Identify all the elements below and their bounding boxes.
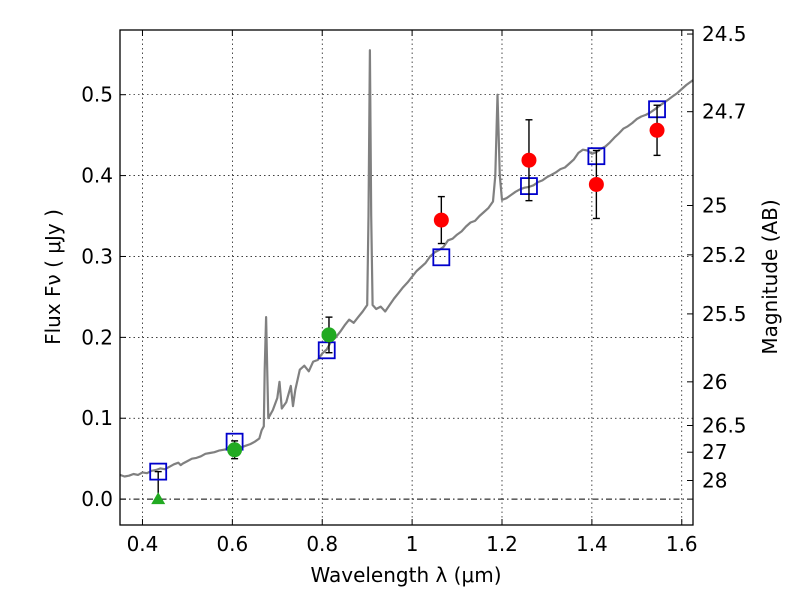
right-tick-label: 24.7: [702, 100, 747, 124]
right-axis-title: Magnitude (AB): [758, 199, 782, 354]
x-tick-label: 0.6: [216, 532, 248, 556]
x-tick-label: 1.6: [666, 532, 698, 556]
x-tick-label: 0.8: [306, 532, 338, 556]
spectrum-series: [119, 49, 694, 478]
right-tick-label: 28: [702, 469, 727, 493]
y-tick-label: 0.2: [81, 325, 113, 349]
y-axis-title: Flux Fν ( μJy ): [41, 209, 65, 345]
x-tick-label: 0.4: [127, 532, 159, 556]
y-tick-label: 0.0: [81, 487, 113, 511]
right-tick-label: 25: [702, 194, 727, 218]
model-photometry-square: [317, 341, 336, 360]
data-points: [149, 100, 666, 505]
spectrum-line: [119, 49, 694, 478]
x-tick-label: 1.2: [486, 532, 518, 556]
y-tick-label: 0.4: [81, 164, 113, 188]
plot-frame: [119, 29, 694, 526]
observed-point: [649, 122, 665, 138]
y-tick-label: 0.5: [81, 83, 113, 107]
observed-point: [321, 327, 337, 343]
x-tick-label: 1: [406, 532, 419, 556]
x-tick-label: 1.4: [576, 532, 608, 556]
right-tick-label: 25.5: [702, 302, 747, 326]
x-axis-title: Wavelength λ (μm): [310, 563, 501, 587]
y-tick-label: 0.1: [81, 406, 113, 430]
observed-point: [588, 176, 604, 192]
observed-point: [521, 152, 537, 168]
observed-point: [227, 442, 243, 458]
grid: [120, 30, 693, 525]
y-tick-label: 0.3: [81, 244, 113, 268]
right-tick-label: 26.5: [702, 414, 747, 438]
axis-ticks: 0.4 0.6 0.8 1 1.2 1.4 1.6 0.0 0.1 0.2 0.3 0.4 0.5 24.…: [81, 22, 746, 556]
right-tick-label: 27: [702, 440, 727, 464]
model-photometry-square: [149, 462, 168, 481]
upper-limit-triangle: [151, 492, 166, 505]
observed-point: [433, 212, 449, 228]
right-tick-label: 24.5: [702, 22, 747, 46]
right-tick-label: 25.2: [702, 243, 747, 267]
model-photometry-square: [432, 248, 451, 267]
right-tick-label: 26: [702, 370, 727, 394]
